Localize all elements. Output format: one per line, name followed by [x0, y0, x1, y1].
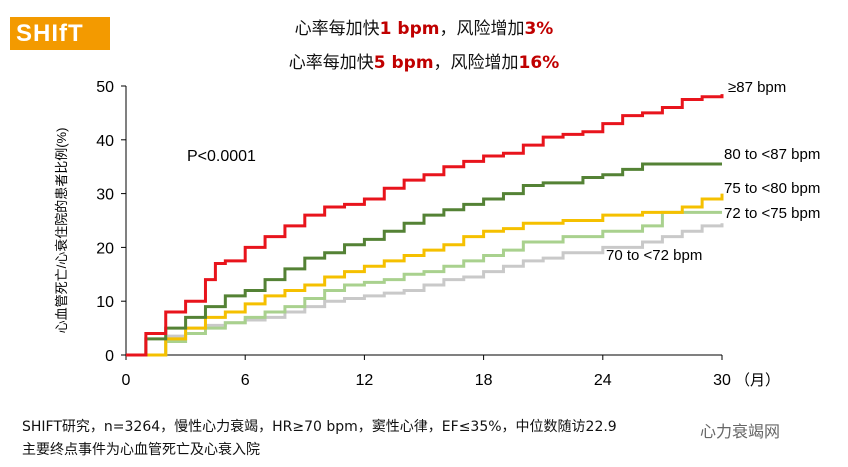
headline-text: ，风险增加 [439, 19, 525, 39]
y-axis-label: 心血管死亡/心衰住院的患者比例(%) [54, 128, 69, 334]
y-tick-label: 50 [96, 79, 114, 96]
p-value-annotation: P<0.0001 [187, 148, 256, 165]
y-tick-label: 0 [105, 348, 114, 365]
x-tick-label: 6 [241, 372, 250, 389]
headline-number: 5 bpm [373, 53, 434, 73]
y-tick-label: 30 [96, 187, 114, 204]
series-line [126, 193, 724, 357]
headline-1: 心率每加快1 bpm，风险增加3% [0, 14, 848, 39]
y-tick-label: 40 [96, 133, 114, 150]
headline-number: 1 bpm [379, 19, 440, 39]
series-line [126, 210, 722, 357]
x-axis-label: （月） [735, 372, 780, 389]
series-label: 70 to <72 bpm [606, 247, 702, 264]
series-label: 72 to <75 bpm [724, 205, 820, 222]
series-line [126, 162, 722, 357]
series-line [126, 94, 724, 357]
shift-logo: SHIfT [10, 17, 110, 50]
footnote-2: 主要终点事件为心血管死亡及心衰入院 [22, 442, 260, 458]
x-tick-label: 24 [594, 372, 612, 389]
series-label: 75 to <80 bpm [724, 180, 820, 197]
x-tick-label: 0 [122, 372, 131, 389]
x-tick-label: 12 [356, 372, 374, 389]
series-label: 80 to <87 bpm [724, 146, 820, 163]
x-tick-label: 18 [475, 372, 493, 389]
headline-percent: 16% [518, 53, 560, 73]
y-tick-label: 20 [96, 240, 114, 257]
watermark: 心力衰竭网 [700, 422, 781, 441]
headline-text: 心率每加快 [294, 19, 380, 39]
x-tick-label: 30 [713, 372, 731, 389]
logo-text: SHIfT [16, 20, 84, 47]
headline-percent: 3% [524, 19, 554, 39]
headline-text: ，风险增加 [433, 53, 519, 73]
series-label: ≥87 bpm [728, 79, 786, 96]
headline-text: 心率每加快 [288, 53, 374, 73]
headline-2: 心率每加快5 bpm，风险增加16% [0, 48, 848, 73]
y-tick-label: 10 [96, 294, 114, 311]
footnote-1: SHIFT研究，n=3264，慢性心力衰竭，HR≥70 bpm，窦性心律，EF≤… [22, 419, 617, 435]
series-line [126, 223, 724, 357]
